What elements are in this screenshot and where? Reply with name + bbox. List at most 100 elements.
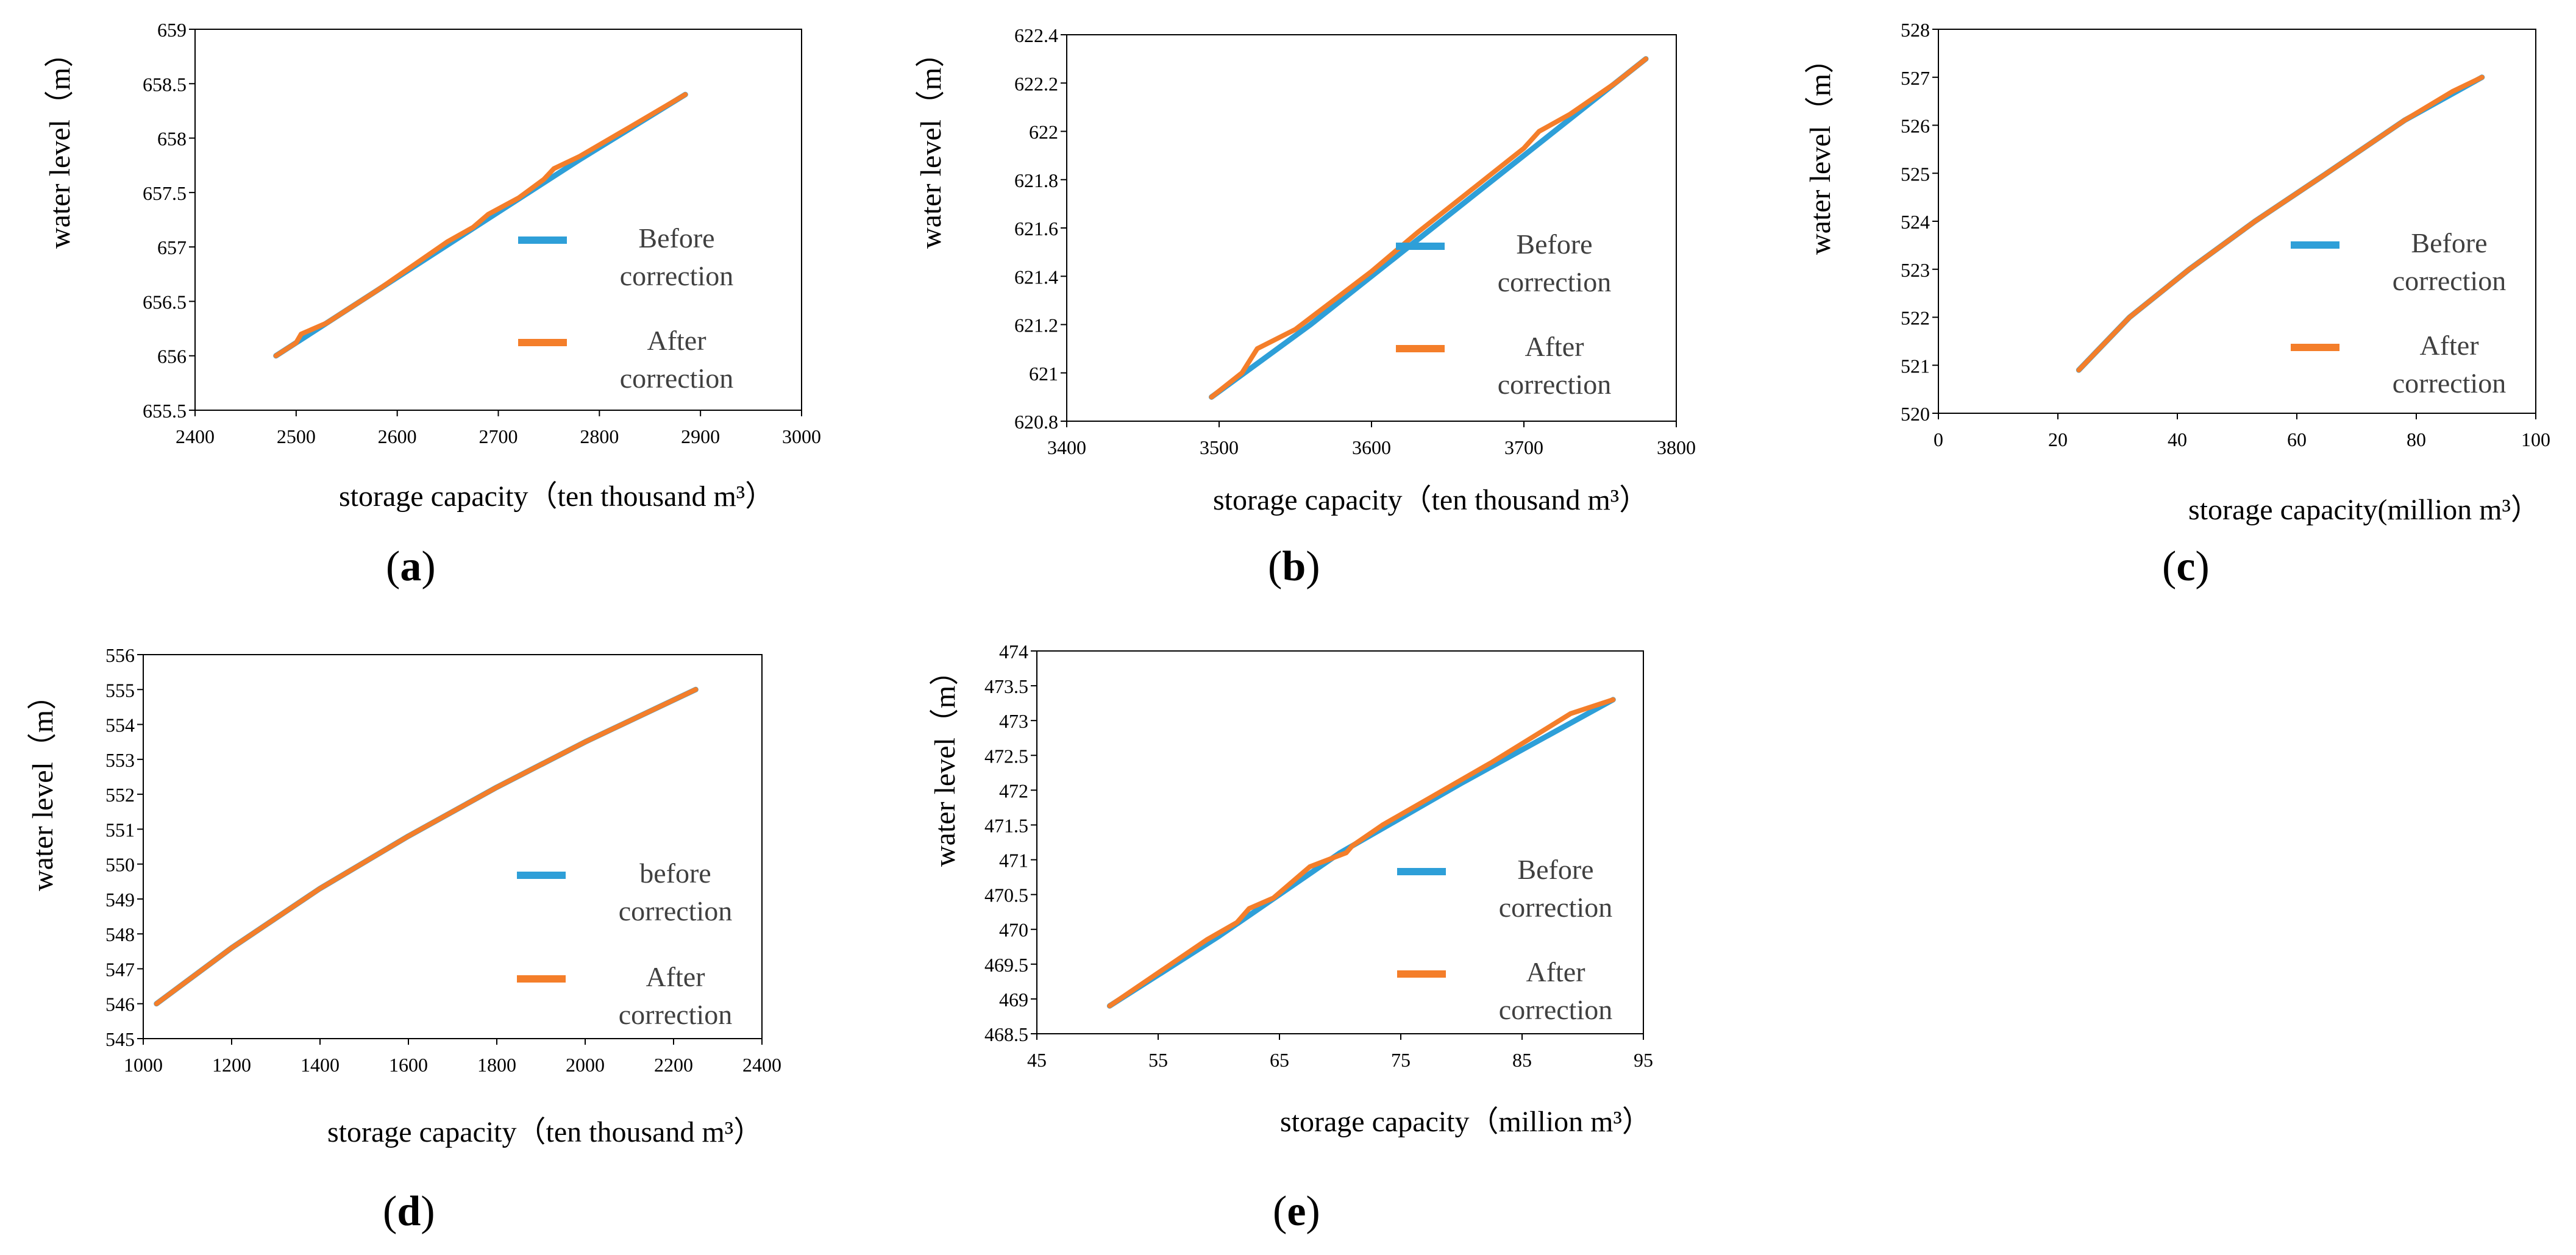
y-tick-label: 527 [1901,67,1930,89]
legend-label-before: Before correction [1497,229,1612,297]
y-tick-label: 551 [105,819,135,841]
legend-swatch-after [1396,345,1445,352]
plot-frame [1036,650,1644,1034]
x-tick-label: 95 [1634,1049,1653,1071]
y-tick-label: 656.5 [143,291,187,313]
x-tick-label: 2400 [742,1054,781,1076]
x-tick-label: 2500 [277,425,316,447]
x-tick-label: 3800 [1657,436,1696,458]
legend-swatch-before [1397,868,1446,875]
legend-entry-after: After correction [1396,328,1652,407]
y-tick-label: 522 [1901,307,1930,329]
legend-entry-before: before correction [517,855,773,934]
y-tick-label: 472.5 [984,745,1028,767]
y-tick-label: 621 [1029,363,1058,385]
legend-entry-after: After correction [2291,327,2547,406]
panel-b-x-axis-label: storage capacity（ten thousand m³） [1213,484,1649,516]
x-tick-label: 2600 [378,425,417,447]
panel-a-label: (a) [386,543,436,590]
x-tick-label: 80 [2407,428,2426,450]
y-tick-label: 472 [999,780,1028,802]
legend-label-after: After correction [1497,331,1612,400]
legend-label-before: Before correction [1498,854,1613,923]
y-tick-label: 622.4 [1014,24,1058,46]
y-tick-label: 657.5 [143,182,187,204]
y-tick-label: 473.5 [984,675,1028,697]
x-tick-label: 100 [2521,428,2550,450]
y-tick-label: 553 [105,749,135,771]
panel-e-label: (e) [1273,1188,1320,1235]
y-tick-label: 554 [105,714,135,736]
y-tick-label: 549 [105,889,135,911]
legend-label-after: After correction [618,961,733,1030]
legend-swatch-before [2291,241,2339,249]
y-tick-label: 621.6 [1014,218,1058,240]
x-tick-label: 3400 [1047,436,1086,458]
series-line-after [2076,74,2485,373]
x-tick-label: 2800 [580,425,619,447]
x-tick-label: 1800 [477,1054,516,1076]
x-tick-label: 2200 [654,1054,693,1076]
legend-swatch-after [518,339,567,346]
legend-label-after: After correction [619,325,734,394]
legend-label-before: Before correction [619,222,734,291]
panel-c-plot: 520 521 522 523 524 525 526 527 528 0 20 40 60 80 100 [1901,19,2550,450]
x-tick-label: 0 [1934,428,1943,450]
legend-entry-before: Before correction [1396,226,1652,305]
x-tick-label: 3500 [1200,436,1239,458]
x-tick-label: 85 [1512,1049,1532,1071]
y-tick-label: 659 [157,19,187,41]
series-line-before [154,686,699,1007]
x-tick-label: 2900 [681,425,720,447]
y-tick-label: 657 [157,236,187,258]
legend-entry-after: After correction [518,322,774,401]
legend-label-after: After correction [2392,330,2507,399]
x-tick-label: 2700 [479,425,518,447]
y-tick-label: 656 [157,346,187,368]
series-line-before [1209,56,1649,400]
panel-a-plot: 655.5 656 656.5 657 657.5 658 658.5 659 2400 2500… [143,19,821,447]
y-tick-label: 523 [1901,259,1930,281]
panel-e-x-axis-label: storage capacity（million m³） [1280,1106,1651,1138]
legend-label-after: After correction [1498,956,1613,1025]
x-tick-label: 45 [1027,1049,1047,1071]
x-tick-label: 2000 [566,1054,605,1076]
panel-c-label: (c) [2162,543,2210,590]
y-tick-label: 621.8 [1014,169,1058,191]
y-tick-label: 471 [999,850,1028,872]
y-tick-label: 521 [1901,355,1930,377]
y-tick-label: 547 [105,958,135,980]
x-tick-label: 1600 [389,1054,428,1076]
legend-entry-after: After correction [517,958,773,1037]
y-tick-label: 468.5 [984,1023,1028,1045]
y-tick-label: 658 [157,128,187,150]
x-tick-label: 60 [2287,428,2307,450]
panel-b-label: (b) [1268,543,1320,590]
legend-entry-before: Before correction [1397,851,1653,930]
panel-a-x-axis-label: storage capacity（ten thousand m³） [339,480,775,513]
x-tick-label: 65 [1270,1049,1289,1071]
series-line-after [273,92,688,358]
panel-d-x-axis-label: storage capacity（ten thousand m³） [327,1116,763,1148]
y-tick-label: 471.5 [984,814,1028,836]
series-line-after [154,687,699,1006]
legend-swatch-before [517,872,566,879]
legend-swatch-after [2291,344,2339,351]
y-tick-label: 526 [1901,115,1930,137]
y-tick-label: 525 [1901,163,1930,185]
legend-swatch-before [518,236,567,244]
panel-e: water level（m） 468.5 469 469.5 470 470.5 471 4… [872,628,1737,1255]
y-tick-label: 546 [105,994,135,1015]
panel-d-plot: 545 546 547 548 549 550 551 552 553 554 555 556 1000… [105,644,781,1076]
y-tick-label: 474 [999,641,1028,663]
legend-swatch-after [517,975,566,983]
x-tick-label: 75 [1391,1049,1411,1071]
y-tick-label: 548 [105,923,135,945]
y-tick-label: 658.5 [143,73,187,95]
x-tick-label: 3600 [1352,436,1391,458]
y-tick-label: 621.2 [1014,315,1058,336]
y-tick-label: 469.5 [984,954,1028,976]
y-tick-label: 545 [105,1028,135,1050]
y-tick-label: 621.4 [1014,266,1058,288]
